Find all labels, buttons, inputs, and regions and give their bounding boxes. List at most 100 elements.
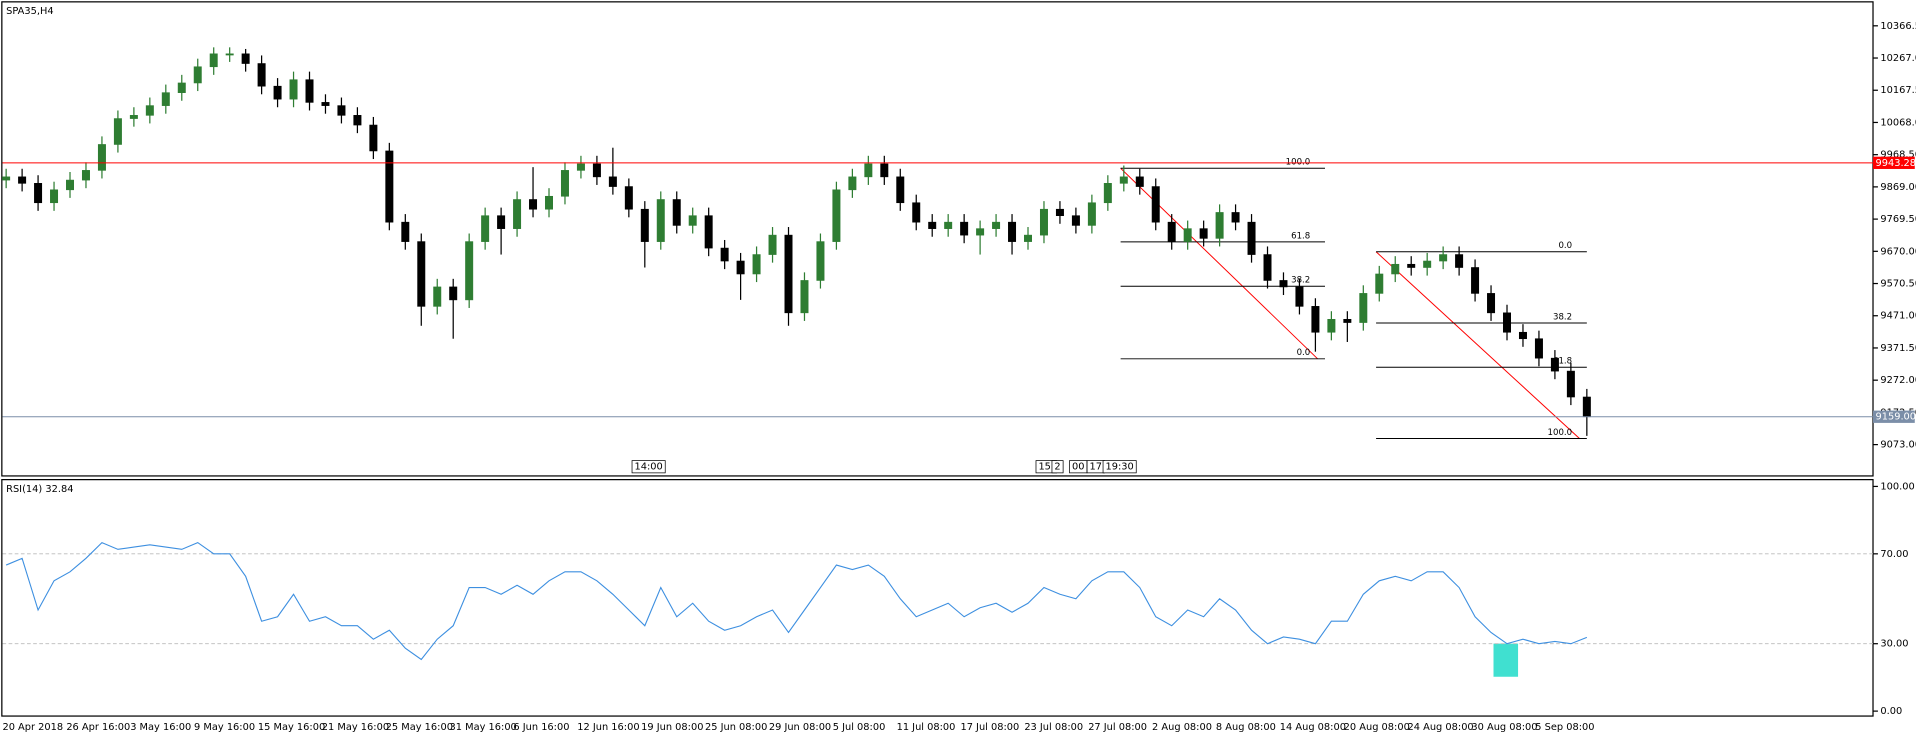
- x-tick-label: 30 Aug 08:00: [1471, 722, 1537, 733]
- x-tick-label: 26 Apr 16:00: [66, 722, 130, 733]
- candle-body: [1311, 306, 1320, 333]
- candle-body: [1550, 357, 1559, 372]
- candle-body: [1119, 176, 1128, 184]
- y-tick-label: 9869.00: [1880, 182, 1916, 193]
- candle-body: [1343, 318, 1352, 323]
- fib-level-label: 38.2: [1553, 312, 1572, 322]
- candle-body: [1215, 212, 1224, 239]
- candle-body: [257, 63, 266, 87]
- candle-body: [449, 286, 458, 301]
- candle-body: [385, 150, 394, 223]
- x-tick-label: 27 Jul 08:00: [1088, 722, 1147, 733]
- time-marker-label: 15:: [1038, 462, 1054, 473]
- x-tick-label: 17 Jul 08:00: [960, 722, 1019, 733]
- candle-body: [784, 234, 793, 314]
- rsi-line: [5, 541, 1588, 661]
- candle-body: [2, 176, 11, 181]
- price-label: 9159.00: [1875, 412, 1916, 423]
- x-tick-label: 25 May 16:00: [386, 722, 453, 733]
- candle-body: [113, 118, 122, 145]
- candle-body: [81, 170, 90, 181]
- time-marker-label: 19:30: [1106, 462, 1134, 473]
- candle-body: [1024, 234, 1032, 242]
- y-tick-label: 9272.00: [1880, 375, 1916, 386]
- candle-body: [1103, 183, 1112, 204]
- x-tick-label: 5 Jul 08:00: [833, 722, 886, 733]
- time-marker-label: 2: [1054, 462, 1060, 473]
- candle-body: [529, 199, 538, 210]
- x-tick-label: 31 May 16:00: [450, 722, 517, 733]
- candle-body: [592, 163, 601, 178]
- candle-body: [912, 202, 921, 223]
- candle-body: [848, 176, 857, 191]
- candle-body: [145, 105, 154, 116]
- y-tick-label: 10267.00: [1880, 53, 1916, 64]
- candle-body: [944, 221, 953, 229]
- candle-body: [1183, 228, 1192, 242]
- fib-level-label: 61.8: [1291, 231, 1310, 241]
- candle-body: [1231, 212, 1240, 223]
- candle-body: [417, 241, 426, 307]
- fib-level-label: 0.0: [1558, 241, 1572, 251]
- time-marker-box: [1051, 460, 1064, 474]
- candle-body: [816, 241, 825, 281]
- candle-body: [273, 85, 282, 100]
- y-tick-label: 9371.50: [1880, 343, 1916, 354]
- candle-body: [321, 102, 330, 106]
- candle-body: [736, 260, 745, 275]
- candle-body: [177, 82, 186, 93]
- candle-body: [576, 163, 585, 171]
- y-tick-label: 30.00: [1880, 639, 1908, 650]
- candle-body: [161, 92, 170, 106]
- x-tick-label: 15 May 16:00: [258, 722, 325, 733]
- main-panel: [1, 1, 1874, 477]
- y-tick-label: 10366.50: [1880, 21, 1916, 32]
- candle-body: [1295, 286, 1304, 307]
- candle-body: [1487, 293, 1496, 314]
- candle-body: [832, 189, 841, 242]
- candle-body: [640, 208, 649, 242]
- rsi-panel: [1, 479, 1874, 717]
- candle-body: [1199, 228, 1208, 239]
- candle-body: [209, 53, 218, 68]
- candle-body: [193, 66, 202, 84]
- candle-body: [992, 221, 1001, 229]
- candle-body: [656, 199, 665, 242]
- fib-level-label: 61.8: [1553, 357, 1572, 367]
- candle-body: [369, 124, 378, 152]
- time-marker-box: [631, 460, 666, 474]
- x-tick-label: 19 Jun 08:00: [641, 722, 703, 733]
- candle-body: [1503, 312, 1511, 333]
- candle-body: [1279, 280, 1288, 288]
- candle-body: [97, 144, 106, 171]
- candle-body: [305, 79, 314, 103]
- candle-body: [225, 53, 234, 56]
- candle-body: [688, 215, 697, 226]
- y-tick-label: 100.00: [1880, 481, 1914, 492]
- x-tick-label: 29 Jun 08:00: [769, 722, 831, 733]
- x-tick-label: 8 Aug 08:00: [1216, 722, 1276, 733]
- candle-body: [1071, 215, 1080, 226]
- x-tick-label: 14 Aug 08:00: [1280, 722, 1346, 733]
- candle-body: [1008, 221, 1017, 242]
- candle-body: [241, 53, 250, 64]
- x-tick-label: 6 Jun 16:00: [513, 722, 569, 733]
- candle-body: [1439, 254, 1448, 262]
- candle-body: [481, 215, 490, 242]
- candle-body: [624, 186, 633, 210]
- fib-level-label: 100.0: [1548, 428, 1573, 438]
- candle-body: [337, 105, 346, 116]
- candle-body: [1359, 293, 1368, 323]
- y-tick-label: 10068.00: [1880, 117, 1916, 128]
- candle-body: [752, 254, 761, 275]
- candle-body: [704, 215, 713, 249]
- candle-body: [928, 221, 937, 229]
- candle-body: [18, 176, 27, 184]
- x-tick-label: 24 Aug 08:00: [1408, 722, 1474, 733]
- y-tick-label: 9471.00: [1880, 311, 1916, 322]
- x-tick-label: 23 Jul 08:00: [1024, 722, 1083, 733]
- y-tick-label: 9769.50: [1880, 214, 1916, 225]
- price-label: 9943.28: [1875, 158, 1916, 169]
